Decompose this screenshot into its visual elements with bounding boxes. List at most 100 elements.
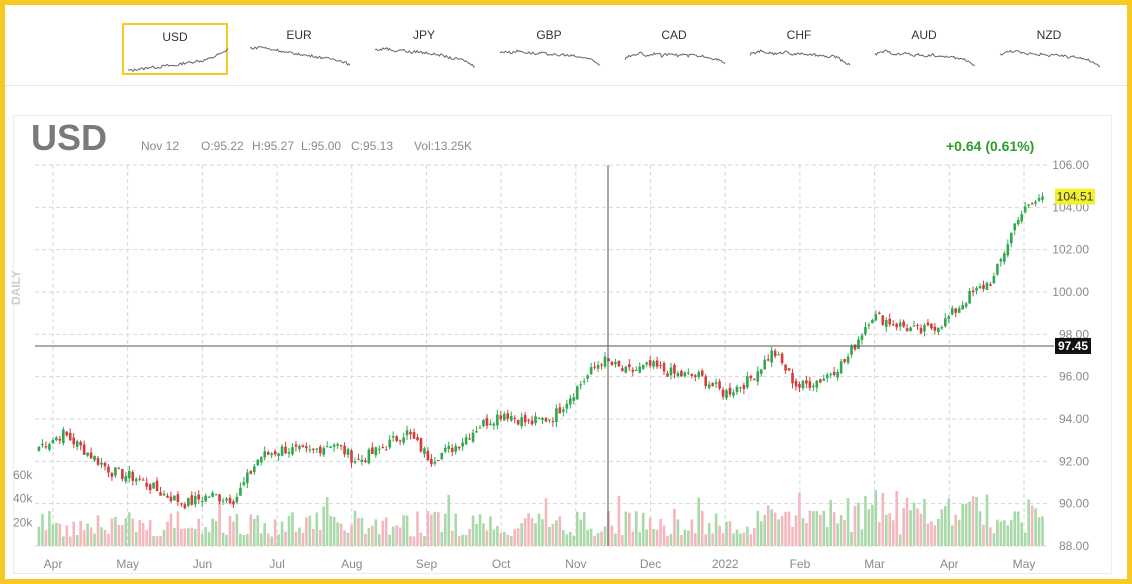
volume-bar (259, 533, 263, 546)
volume-bar (593, 535, 596, 546)
volume-bar (704, 534, 708, 546)
candle-body (659, 364, 662, 366)
x-tick-label: Nov (565, 557, 586, 571)
volume-bar (62, 536, 65, 546)
candle-body (582, 381, 586, 383)
volume-bar (68, 536, 72, 546)
candle-body (676, 372, 680, 377)
volume-bar (55, 522, 58, 546)
candle-body (291, 447, 294, 455)
candle-body (568, 398, 572, 405)
candle-body (652, 361, 655, 367)
volume-bar (996, 519, 999, 546)
tab-aud[interactable]: AUD (871, 23, 977, 75)
candle-body (114, 467, 117, 476)
tab-usd-label: USD (162, 30, 188, 44)
volume-bar (1030, 505, 1034, 546)
candle-body (586, 375, 589, 379)
candle-body (1020, 214, 1023, 222)
volume-bar (968, 501, 971, 546)
volume-bar (103, 529, 107, 546)
volume-bar (614, 533, 617, 546)
candle-body (513, 417, 517, 419)
volume-bar (805, 523, 808, 546)
candle-body (739, 387, 742, 389)
tab-cad[interactable]: CAD (621, 23, 727, 75)
volume-bar (200, 533, 204, 546)
volume-bar (589, 528, 593, 546)
candle-body (544, 417, 548, 422)
volume-bar (558, 516, 562, 546)
candle-body (221, 500, 225, 502)
candle-body (315, 448, 319, 450)
tab-jpy[interactable]: JPY (371, 23, 477, 75)
volume-bar (485, 530, 489, 546)
candle-body (523, 414, 527, 423)
tab-usd[interactable]: USD (122, 23, 229, 75)
candle-body (357, 458, 360, 460)
volume-bar (336, 522, 339, 546)
volume-bar (631, 531, 635, 546)
candle-body (312, 448, 315, 450)
volume-bar (371, 525, 374, 546)
tab-cad-label: CAD (661, 28, 687, 42)
volume-bar (127, 512, 131, 546)
candle-body (596, 365, 600, 369)
candle-body (673, 364, 676, 374)
volume-bar (572, 535, 576, 546)
volume-bar (82, 530, 86, 546)
volume-bar (391, 526, 395, 546)
volume-bar (121, 524, 124, 546)
candle-body (867, 324, 871, 326)
volume-bar (221, 532, 225, 546)
candle-body (79, 441, 82, 446)
candle-body (423, 448, 426, 455)
candle-body (930, 323, 933, 329)
tab-nzd[interactable]: NZD (996, 23, 1102, 75)
candle-body (853, 344, 857, 350)
volume-bar (791, 526, 794, 546)
candle-body (780, 353, 784, 364)
volume-bar (815, 511, 819, 546)
candle-body (214, 494, 218, 496)
candle-body (252, 466, 256, 473)
volume-bar (256, 515, 260, 546)
candle-body (551, 421, 555, 423)
volume-bar (145, 530, 148, 546)
candle-body (124, 476, 128, 482)
candle-body (693, 375, 697, 377)
candle-body (308, 449, 312, 451)
volume-bar (65, 525, 69, 546)
volume-bar (520, 523, 523, 546)
volume-bar (985, 494, 989, 546)
volume-tick-label: 40k (13, 492, 33, 506)
volume-bar (971, 496, 975, 546)
volume-bar (1013, 511, 1017, 546)
volume-bar (72, 521, 76, 546)
candlestick-chart[interactable]: 106.00104.00102.00100.0098.0096.0094.009… (5, 5, 1127, 579)
candle-body (836, 371, 839, 378)
candle-body (1013, 223, 1017, 231)
candle-body (766, 359, 770, 361)
volume-bar (912, 502, 916, 546)
volume-bar (888, 513, 892, 546)
volume-bar (443, 513, 447, 546)
candle-body (169, 496, 173, 502)
volume-bar (891, 520, 895, 546)
candle-body (263, 451, 267, 458)
candle-body (700, 370, 704, 376)
tab-chf[interactable]: CHF (746, 23, 852, 75)
volume-bar (454, 513, 457, 546)
tab-gbp[interactable]: GBP (496, 23, 602, 75)
sparkline-path (127, 48, 229, 73)
candle-body (96, 458, 100, 465)
volume-bar (846, 497, 850, 546)
tab-eur[interactable]: EUR (246, 23, 352, 75)
candle-body (725, 390, 728, 399)
volume-bar (680, 535, 683, 546)
volume-bar (492, 529, 496, 546)
candle-body (287, 452, 291, 454)
volume-bar (173, 528, 176, 546)
candle-body (232, 501, 235, 505)
